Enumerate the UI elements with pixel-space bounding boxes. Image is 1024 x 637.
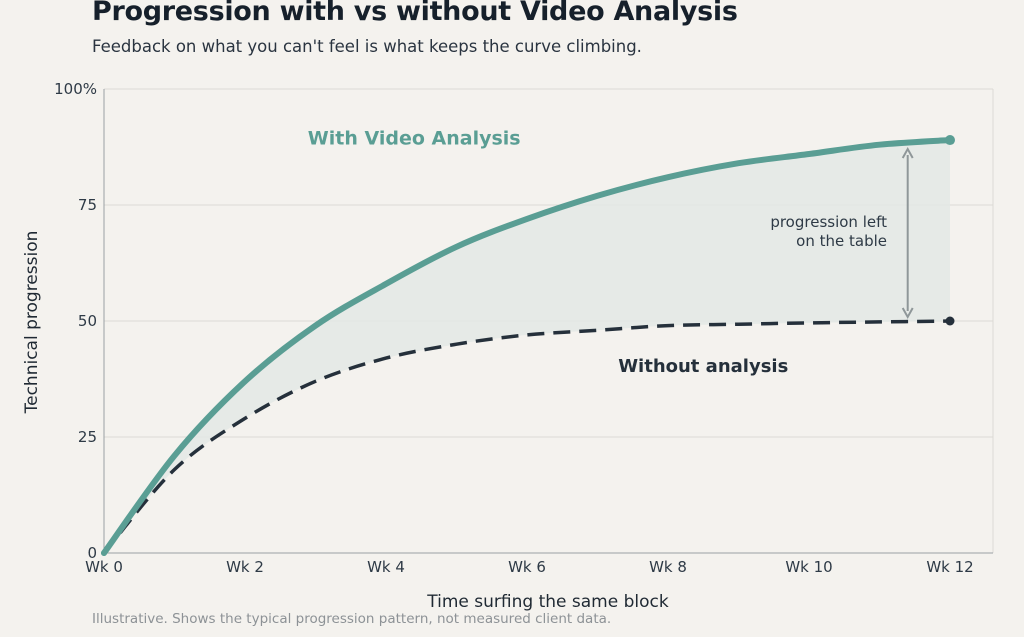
series-line-with xyxy=(101,137,953,556)
series-lines xyxy=(101,135,955,556)
x-tick-label: Wk 0 xyxy=(85,558,123,576)
x-tick-label: Wk 4 xyxy=(367,558,405,576)
x-tick-label: Wk 2 xyxy=(226,558,264,576)
start-point xyxy=(101,550,107,556)
annotation-text-line2: on the table xyxy=(796,232,887,250)
x-tick-label: Wk 6 xyxy=(508,558,546,576)
end-point-with xyxy=(945,135,955,146)
gap-area xyxy=(104,140,950,553)
series-label-without: Without analysis xyxy=(618,356,788,377)
y-axis-title: Technical progression xyxy=(22,231,42,415)
series-label-with: With Video Analysis xyxy=(308,128,521,150)
chart-subtitle: Feedback on what you can't feel is what … xyxy=(92,37,642,56)
y-tick-label: 100% xyxy=(54,80,97,98)
x-tick-label: Wk 8 xyxy=(649,558,687,576)
end-point-without xyxy=(945,316,955,326)
annotation-arrow-head-down xyxy=(901,307,914,320)
annotation-text-line1: progression left xyxy=(770,213,887,231)
y-tick-label: 25 xyxy=(78,428,97,446)
chart-title: Progression with vs without Video Analys… xyxy=(92,0,738,27)
y-tick-label: 0 xyxy=(87,544,97,562)
x-tick-label: Wk 12 xyxy=(926,558,973,576)
tick-labels: Wk 0 Wk 2 Wk 4 Wk 6 Wk 8 Wk 10 Wk 12 0 25 50 75 100… xyxy=(54,80,974,576)
series-line-without xyxy=(102,319,951,555)
x-tick-label: Wk 10 xyxy=(785,558,832,576)
x-axis-title: Time surfing the same block xyxy=(426,592,669,612)
annotation-arrow-head-up xyxy=(901,146,914,159)
footnote: Illustrative. Shows the typical progress… xyxy=(92,611,612,627)
y-tick-label: 75 xyxy=(78,196,97,214)
y-tick-label: 50 xyxy=(78,312,97,330)
axes xyxy=(103,89,993,554)
